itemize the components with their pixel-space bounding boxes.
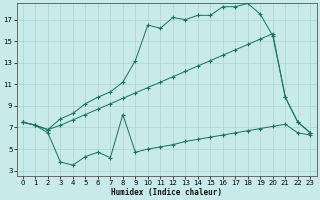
X-axis label: Humidex (Indice chaleur): Humidex (Indice chaleur) (111, 188, 222, 197)
